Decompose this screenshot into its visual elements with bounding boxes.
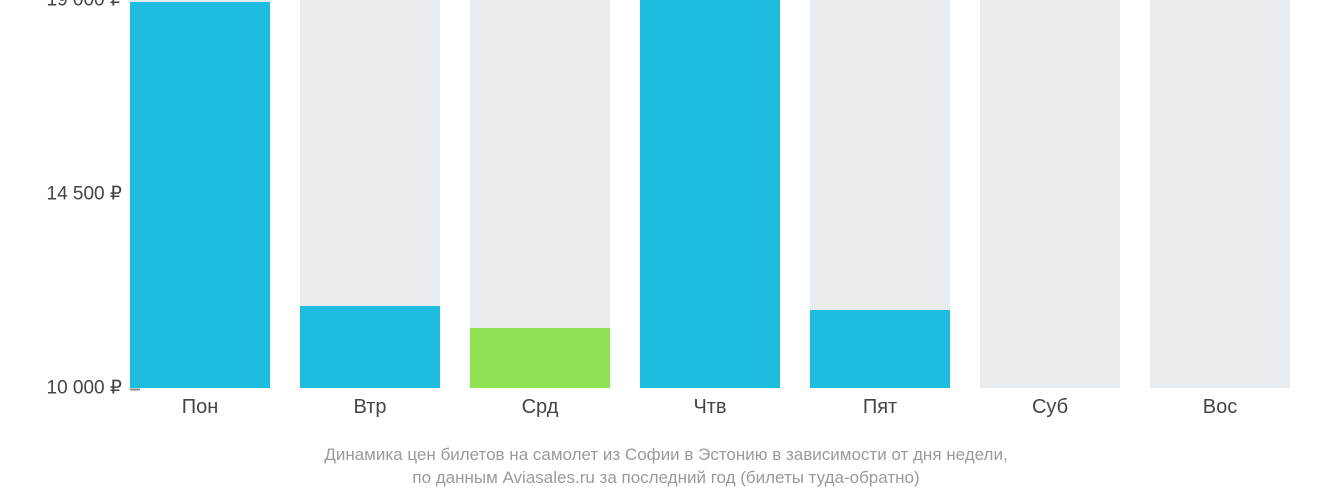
y-tick-major: 14 500 ₽	[47, 183, 122, 206]
bar-slot	[810, 0, 950, 388]
y-tick-label: 19 000 ₽	[47, 0, 122, 11]
y-tick-mark	[130, 388, 140, 390]
bar-value[interactable]	[130, 2, 270, 388]
x-axis-labels: Пон Втр Срд Чтв Пят Суб Вос	[130, 396, 1320, 426]
bar-background	[1150, 0, 1290, 388]
bar-value[interactable]	[810, 310, 950, 388]
x-axis-label: Вос	[1203, 396, 1237, 419]
bar-slot	[470, 0, 610, 388]
y-tick-label: 10 000 ₽	[47, 378, 122, 399]
y-tick-label: 14 500 ₽	[47, 184, 122, 205]
bar-value[interactable]	[640, 0, 780, 388]
chart-caption-line2: по данным Aviasales.ru за последний год …	[0, 467, 1332, 490]
y-axis: 10 000 ₽14 500 ₽19 000 ₽	[0, 0, 130, 388]
x-axis-label: Пят	[863, 396, 897, 419]
x-axis-label: Чтв	[693, 396, 726, 419]
bar-slot	[130, 0, 270, 388]
price-by-weekday-chart: 10 000 ₽ 14 500 ₽ 19 000 ₽ Пон Втр Срд Чтв Пят…	[0, 0, 1332, 502]
x-axis-label: Срд	[522, 396, 559, 419]
bar-slot	[980, 0, 1120, 388]
y-tick-major: 10 000 ₽	[47, 377, 122, 400]
bar-slot	[1150, 0, 1290, 388]
y-tick-major: 19 000 ₽	[47, 0, 122, 12]
x-axis-label: Втр	[354, 396, 387, 419]
chart-caption-line1: Динамика цен билетов на самолет из Софии…	[0, 444, 1332, 467]
x-axis-label: Пон	[182, 396, 219, 419]
bar-value[interactable]	[300, 306, 440, 388]
bar-slot	[640, 0, 780, 388]
bar-value[interactable]	[470, 328, 610, 388]
plot-area	[130, 0, 1320, 388]
bar-background	[980, 0, 1120, 388]
bar-slot	[300, 0, 440, 388]
x-axis-label: Суб	[1032, 396, 1068, 419]
